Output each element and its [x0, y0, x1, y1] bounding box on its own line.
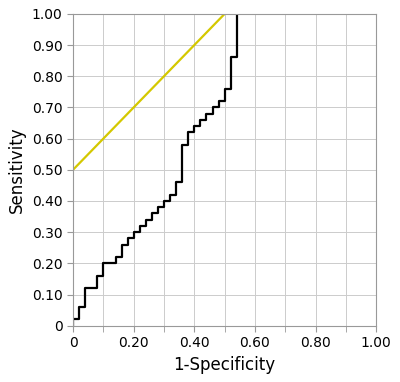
Y-axis label: Sensitivity: Sensitivity [8, 126, 26, 213]
X-axis label: 1-Specificity: 1-Specificity [174, 356, 276, 374]
